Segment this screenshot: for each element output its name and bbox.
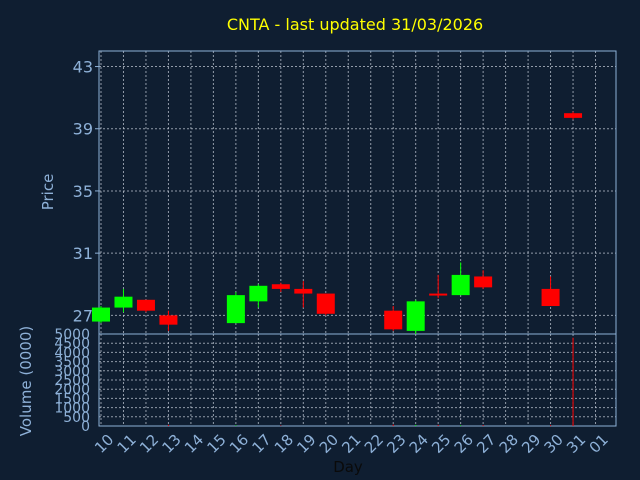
volume-y-tick-label: 3500 — [54, 355, 90, 371]
volume-y-tick-label: 2500 — [54, 373, 90, 389]
volume-axis-label: Volume (0000) — [17, 326, 35, 436]
candle-body — [564, 113, 583, 118]
candles — [92, 111, 583, 334]
candle-body — [294, 288, 313, 294]
price-axis-label: Price — [39, 174, 57, 211]
candle-body — [136, 299, 155, 311]
volume-panel-frame — [98, 333, 617, 427]
candle-body — [92, 307, 110, 322]
volume-y-tick-label: 0 — [81, 419, 90, 435]
volume-y-tick-label: 500 — [63, 410, 90, 426]
volume-y-tick-label: 4000 — [54, 345, 90, 361]
volume-y-tick-label: 1000 — [54, 401, 90, 417]
volume-y-tick-label: 1500 — [54, 391, 90, 407]
candle-body — [271, 284, 290, 289]
price-y-tick-label: 27 — [73, 306, 93, 325]
volume-y-tick-label: 3000 — [54, 364, 90, 380]
volume-y-tick-label: 4500 — [54, 336, 90, 352]
x-tick-label: 01 — [586, 431, 612, 457]
price-y-tick-label: 31 — [73, 244, 93, 263]
x-axis-label: Day — [333, 458, 363, 476]
price-grid — [99, 51, 616, 334]
candle-body — [316, 293, 335, 314]
candle-body — [429, 293, 448, 296]
x-ticks: 1011121314151617181920212223242526272829… — [91, 431, 612, 457]
price-y-ticks: 27 31 35 39 43 — [73, 58, 99, 325]
volume-bars — [167, 337, 574, 426]
candle-body — [384, 310, 403, 330]
volume-grid — [99, 333, 616, 427]
volume-y-tick-label: 2000 — [54, 382, 90, 398]
chart-title: CNTA - last updated 31/03/2026 — [227, 15, 483, 34]
price-y-tick-label: 35 — [73, 182, 93, 201]
candle-body — [114, 296, 133, 308]
candle-body — [541, 288, 560, 307]
candle-body — [249, 285, 268, 302]
candle-body — [474, 276, 493, 288]
price-panel-frame — [98, 50, 617, 335]
volume-y-tick-label: 5000 — [54, 327, 90, 343]
price-y-tick-label: 43 — [73, 58, 93, 77]
candle-body — [406, 301, 425, 331]
candle-body — [226, 295, 245, 324]
candle-body — [451, 274, 470, 296]
price-y-tick-label: 39 — [73, 120, 93, 139]
candle-body — [159, 315, 178, 325]
